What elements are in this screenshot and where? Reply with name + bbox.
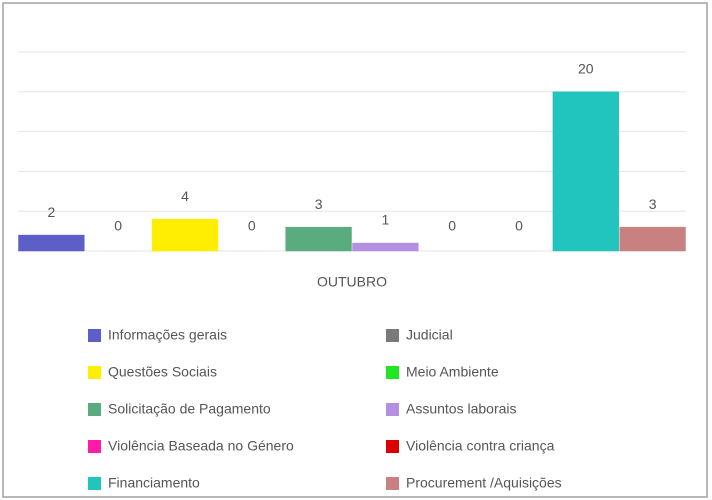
data-label: 20 (578, 61, 594, 77)
legend-label: Financiamento (108, 475, 200, 491)
data-label: 0 (248, 218, 256, 234)
legend-swatch (386, 403, 399, 416)
data-label: 3 (315, 196, 323, 212)
legend-swatch (88, 477, 101, 490)
bar (151, 218, 219, 252)
legend-label: Meio Ambiente (406, 364, 499, 380)
legend-swatch (88, 440, 101, 453)
legend-swatch (88, 366, 101, 379)
bar (552, 91, 619, 252)
legend-swatch (386, 329, 399, 342)
legend-label: Solicitação de Pagamento (108, 401, 271, 417)
legend-swatch (88, 329, 101, 342)
legend-swatch (386, 366, 399, 379)
legend-label: Violência Baseada no Género (108, 438, 294, 454)
data-label: 0 (448, 218, 456, 234)
bar (285, 226, 352, 252)
data-label: 4 (181, 188, 189, 204)
bar (18, 234, 85, 252)
legend-swatch (386, 440, 399, 453)
legend-label: Violência contra criança (406, 438, 555, 454)
legend-label: Judicial (406, 327, 453, 343)
legend-label: Informações gerais (108, 327, 227, 343)
bar (352, 242, 419, 252)
data-label: 2 (48, 204, 56, 220)
data-label: 3 (649, 196, 657, 212)
data-label: 0 (114, 218, 122, 234)
legend-label: Assuntos laborais (406, 401, 517, 417)
bar (619, 226, 686, 252)
x-tick-label: OUTUBRO (317, 274, 387, 290)
legend-swatch (386, 477, 399, 490)
data-label: 0 (515, 218, 523, 234)
data-label: 1 (382, 212, 390, 228)
legend-label: Procurement /Aquisições (406, 475, 562, 491)
legend-swatch (88, 403, 101, 416)
legend-label: Questões Sociais (108, 364, 217, 380)
